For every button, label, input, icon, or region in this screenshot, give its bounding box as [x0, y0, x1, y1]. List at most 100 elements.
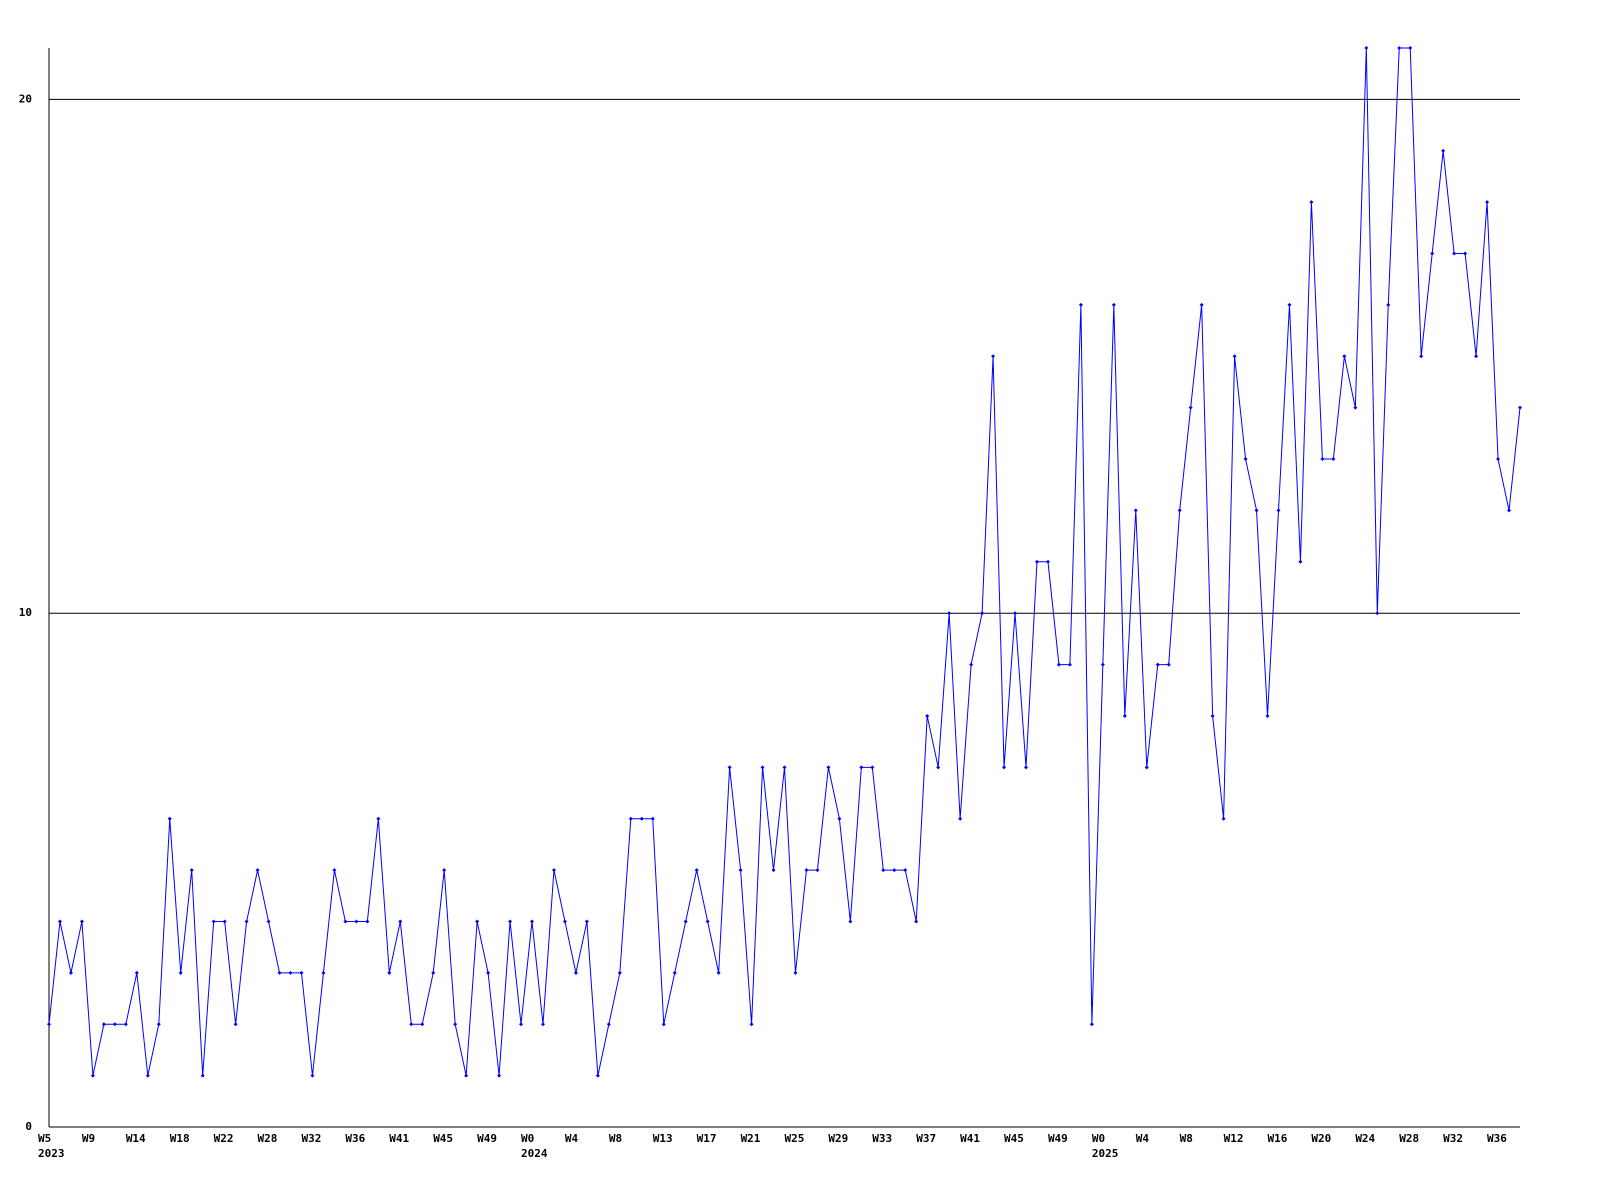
marker [661, 1022, 666, 1027]
marker [683, 919, 688, 924]
marker [1331, 457, 1336, 462]
marker [1089, 1022, 1094, 1027]
marker [1496, 457, 1501, 462]
x-tick-label: W21 [741, 1132, 761, 1145]
x-tick-label: W18 [170, 1132, 190, 1145]
marker [387, 970, 392, 975]
year-label: 2023 [38, 1147, 65, 1160]
marker [694, 868, 699, 873]
marker [233, 1022, 238, 1027]
marker [1177, 508, 1182, 513]
marker [420, 1022, 425, 1027]
marker [914, 919, 919, 924]
y-tick-label: 10 [19, 606, 32, 619]
marker [431, 970, 436, 975]
marker [1397, 46, 1402, 50]
x-tick-label: W36 [345, 1132, 365, 1145]
marker [79, 919, 84, 924]
marker [464, 1073, 469, 1078]
marker [760, 765, 765, 770]
x-tick-label: W17 [697, 1132, 717, 1145]
marker [365, 919, 370, 924]
x-tick-label: W29 [828, 1132, 848, 1145]
marker [1430, 251, 1435, 256]
x-tick-label: W22 [214, 1132, 234, 1145]
x-tick-label: W12 [1224, 1132, 1244, 1145]
marker [936, 765, 941, 770]
marker [321, 970, 326, 975]
marker [266, 919, 271, 924]
marker [639, 816, 644, 821]
marker [1122, 713, 1127, 718]
x-tick-label: W49 [1048, 1132, 1068, 1145]
marker [1045, 559, 1050, 564]
marker [376, 816, 381, 821]
marker [980, 611, 985, 616]
marker [222, 919, 227, 924]
marker [1507, 508, 1512, 513]
marker [200, 1073, 205, 1078]
x-tick-label: W20 [1311, 1132, 1331, 1145]
marker [551, 868, 556, 873]
marker [1287, 302, 1292, 307]
marker [969, 662, 974, 667]
x-tick-label: W0 [521, 1132, 534, 1145]
marker [1441, 148, 1446, 153]
marker [288, 970, 293, 975]
x-tick-label: W33 [872, 1132, 892, 1145]
x-tick-label: W49 [477, 1132, 497, 1145]
marker [1276, 508, 1281, 513]
marker [530, 919, 535, 924]
marker [1002, 765, 1007, 770]
marker [804, 868, 809, 873]
marker [826, 765, 831, 770]
x-tick-label: W0 [1092, 1132, 1105, 1145]
x-tick-label: W14 [126, 1132, 146, 1145]
x-tick-label: W37 [916, 1132, 936, 1145]
marker [573, 970, 578, 975]
marker [859, 765, 864, 770]
year-label: 2024 [521, 1147, 548, 1160]
x-tick-label: W4 [1136, 1132, 1150, 1145]
x-tick-label: W8 [1180, 1132, 1193, 1145]
marker [705, 919, 710, 924]
x-tick-label: W13 [653, 1132, 673, 1145]
marker [1265, 713, 1270, 718]
x-tick-label: W28 [258, 1132, 278, 1145]
marker [727, 765, 732, 770]
marker [1210, 713, 1215, 718]
marker [244, 919, 249, 924]
marker [562, 919, 567, 924]
marker [68, 970, 73, 975]
x-tick-label: W16 [1267, 1132, 1287, 1145]
marker [793, 970, 798, 975]
marker [892, 868, 897, 873]
marker [1232, 354, 1237, 359]
marker [1485, 200, 1490, 205]
marker [189, 868, 194, 873]
marker [134, 970, 139, 975]
marker [101, 1022, 106, 1027]
marker [332, 868, 337, 873]
x-tick-label: W28 [1399, 1132, 1419, 1145]
marker [310, 1073, 315, 1078]
marker [716, 970, 721, 975]
marker [1056, 662, 1061, 667]
marker [881, 868, 886, 873]
x-tick-label: W32 [1443, 1132, 1463, 1145]
marker [991, 354, 996, 359]
marker [672, 970, 677, 975]
y-tick-label: 20 [19, 92, 32, 105]
marker [837, 816, 842, 821]
marker [650, 816, 655, 821]
marker [519, 1022, 524, 1027]
x-tick-label: W24 [1355, 1132, 1375, 1145]
marker [1166, 662, 1171, 667]
x-tick-label: W4 [565, 1132, 579, 1145]
marker [1419, 354, 1424, 359]
marker [277, 970, 282, 975]
marker [486, 970, 491, 975]
marker [1375, 611, 1380, 616]
